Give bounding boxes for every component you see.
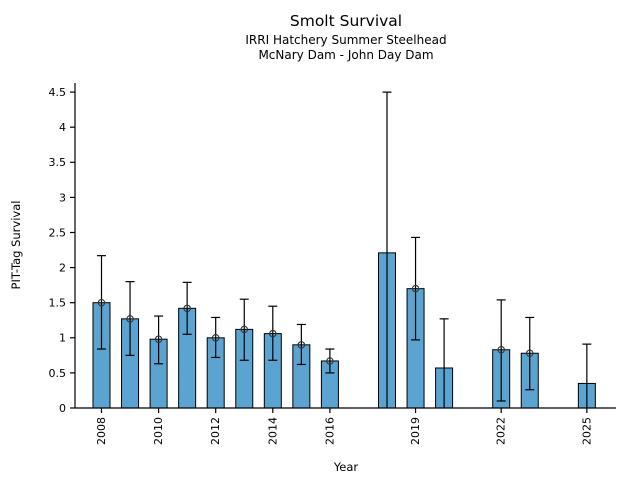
x-tick-label-2012: 2012 — [209, 417, 222, 445]
chart-subtitle-line1: IRRI Hatchery Summer Steelhead — [245, 33, 447, 47]
y-tick-label-3: 3 — [59, 191, 66, 204]
y-tick-label-1: 1 — [59, 332, 66, 345]
y-tick-label-3.5: 3.5 — [49, 156, 67, 169]
y-tick-label-4.5: 4.5 — [49, 86, 67, 99]
point-marker-2008 — [97, 298, 106, 307]
x-tick-label-2019: 2019 — [409, 417, 422, 445]
point-marker-2016 — [326, 357, 334, 365]
point-marker-2011 — [183, 304, 191, 313]
x-tick-label-2016: 2016 — [323, 417, 336, 445]
point-marker-2014 — [269, 329, 277, 338]
y-tick-label-0: 0 — [59, 402, 66, 415]
chart-title: Smolt Survival — [289, 12, 403, 30]
y-tick-label-1.5: 1.5 — [49, 297, 67, 310]
x-tick-label-2010: 2010 — [152, 417, 165, 445]
point-marker-2015 — [297, 341, 306, 349]
point-marker-2019 — [411, 284, 420, 293]
point-marker-2012 — [211, 334, 220, 342]
x-tick-label-2025: 2025 — [580, 417, 593, 445]
chart-subtitle-line2: McNary Dam - John Day Dam — [258, 48, 434, 62]
x-axis-label: Year — [333, 460, 359, 474]
x-tick-label-2008: 2008 — [95, 417, 108, 445]
y-tick-label-2.5: 2.5 — [49, 226, 67, 239]
point-marker-2022 — [497, 345, 505, 354]
point-marker-2009 — [126, 315, 134, 323]
x-tick-label-2014: 2014 — [266, 417, 279, 445]
y-tick-label-2: 2 — [59, 261, 66, 274]
x-tick-label-2022: 2022 — [495, 417, 508, 445]
y-tick-label-4: 4 — [59, 121, 66, 134]
y-tick-label-0.5: 0.5 — [49, 367, 67, 380]
point-marker-2010 — [154, 335, 163, 343]
point-marker-2023 — [525, 349, 534, 357]
point-marker-2013 — [240, 325, 249, 334]
